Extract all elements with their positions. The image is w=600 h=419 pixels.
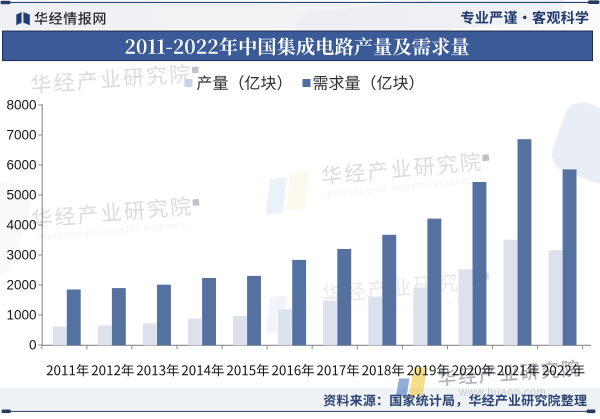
svg-text:6000: 6000 (6, 158, 36, 173)
svg-text:7000: 7000 (6, 128, 36, 143)
svg-text:8000: 8000 (6, 98, 36, 113)
svg-text:0: 0 (29, 338, 37, 353)
svg-text:1000: 1000 (6, 308, 36, 323)
svg-text:3000: 3000 (6, 248, 36, 263)
svg-text:PROFESSIONAL INDUSTRY RESEARCH: PROFESSIONAL INDUSTRY RESEARCH (327, 176, 478, 199)
svg-text:2000: 2000 (6, 278, 36, 293)
svg-text:4000: 4000 (6, 218, 36, 233)
svg-text:5000: 5000 (6, 188, 36, 203)
